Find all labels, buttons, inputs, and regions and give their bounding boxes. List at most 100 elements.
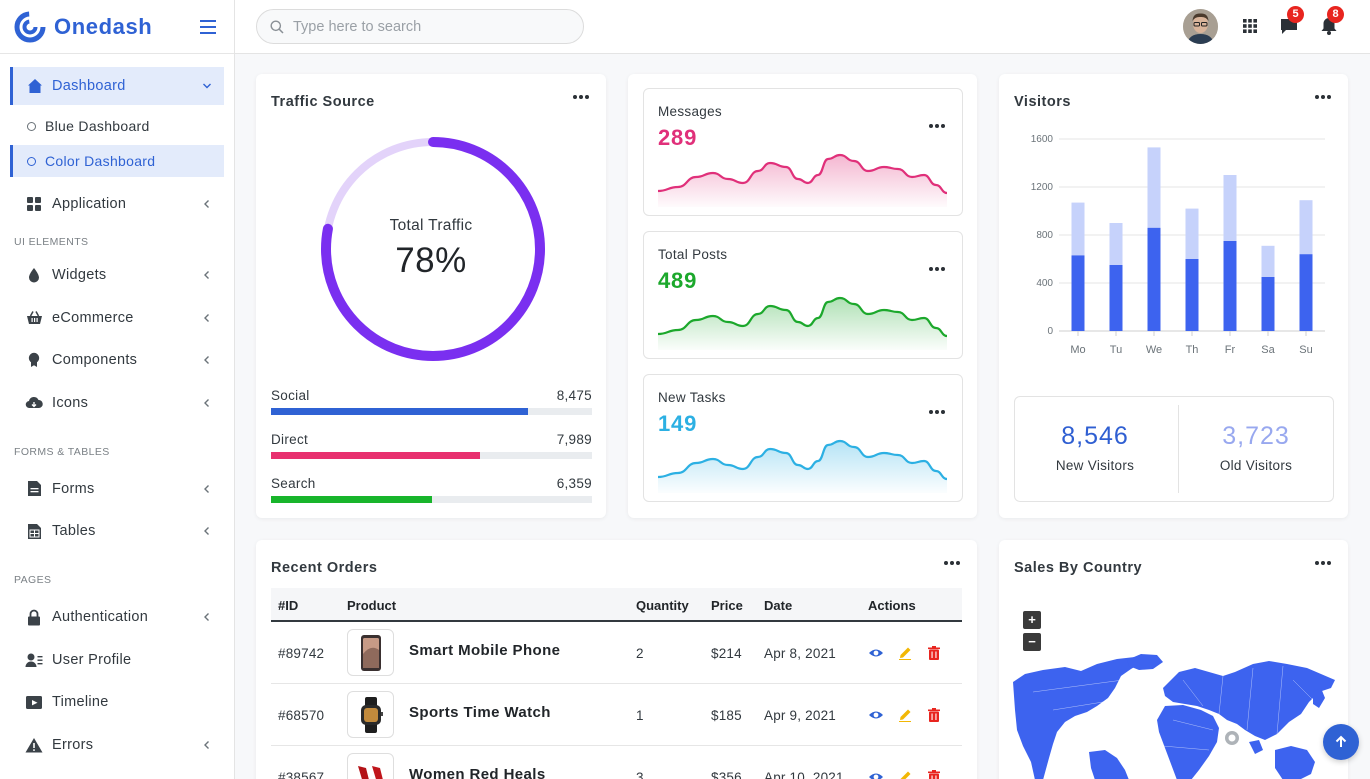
- order-quantity: 2: [636, 646, 644, 661]
- zoom-in-button[interactable]: +: [1023, 611, 1041, 629]
- sidebar-item-user-profile[interactable]: User Profile: [10, 641, 224, 679]
- sidebar-menu: Dashboard Blue Dashboard Color Dashboard…: [0, 54, 234, 764]
- progress-bar: [271, 496, 432, 503]
- menu-toggle-icon[interactable]: [198, 17, 218, 37]
- chevron-left-icon: [204, 740, 209, 749]
- x-tick-label: Tu: [1110, 344, 1122, 356]
- delete-icon[interactable]: [926, 645, 942, 661]
- section-title-forms-tables: FORMS & TABLES: [14, 445, 110, 458]
- search-box: [256, 9, 584, 44]
- product-name: Women Red Heals: [409, 766, 546, 779]
- sidebar-subitem-blue-dashboard[interactable]: Blue Dashboard: [10, 110, 224, 142]
- sparkline: [658, 153, 948, 207]
- sidebar-item-components[interactable]: Components: [10, 341, 224, 379]
- more-icon[interactable]: [928, 409, 946, 415]
- y-tick-label: 0: [1047, 326, 1053, 337]
- sparkline-line: [658, 296, 948, 338]
- sidebar-item-errors[interactable]: Errors: [10, 726, 224, 764]
- order-price: $356: [711, 770, 742, 779]
- sidebar-item-application[interactable]: Application: [10, 185, 224, 223]
- sidebar-item-label: Icons: [52, 394, 89, 411]
- sidebar-item-icons[interactable]: Icons: [10, 384, 224, 422]
- delete-icon[interactable]: [926, 769, 942, 779]
- y-tick-label: 400: [1036, 278, 1053, 289]
- x-tick-label: Mo: [1070, 344, 1085, 356]
- zoom-out-button[interactable]: −: [1023, 633, 1041, 651]
- source-direct: Direct 7,989: [271, 432, 592, 459]
- more-icon[interactable]: [1314, 560, 1332, 566]
- order-quantity: 1: [636, 708, 644, 723]
- order-id: #38567: [278, 770, 325, 779]
- apps-grid-icon[interactable]: [1240, 16, 1260, 36]
- card-title: Sales By Country: [1014, 560, 1143, 576]
- edit-icon[interactable]: [897, 769, 913, 779]
- sidebar-item-label: Authentication: [52, 609, 149, 625]
- bar-segment-base: [1185, 259, 1199, 331]
- stat-total-posts: Total Posts 489: [643, 231, 963, 359]
- table-row: #68570 Sports Time Watch 1 $185 Apr 9, 2…: [271, 684, 962, 746]
- avatar[interactable]: [1183, 9, 1218, 44]
- order-date: Apr 10, 2021: [764, 770, 844, 779]
- bar-segment-base: [1071, 255, 1085, 331]
- sidebar-item-timeline[interactable]: Timeline: [10, 683, 224, 721]
- more-icon[interactable]: [1314, 94, 1332, 100]
- sidebar-subitem-color-dashboard[interactable]: Color Dashboard: [10, 145, 224, 177]
- table-row: #89742 Smart Mobile Phone 2 $214 Apr 8, …: [271, 622, 962, 684]
- x-tick-label: Fr: [1225, 344, 1236, 356]
- sidebar-item-widgets[interactable]: Widgets: [10, 256, 224, 294]
- y-tick-label: 1600: [1031, 134, 1054, 145]
- sidebar-item-dashboard[interactable]: Dashboard: [10, 67, 224, 105]
- more-icon[interactable]: [928, 123, 946, 129]
- grid-icon: [25, 195, 43, 213]
- donut-label: Total Traffic: [389, 217, 473, 234]
- product-name: Sports Time Watch: [409, 704, 551, 721]
- scroll-top-button[interactable]: [1323, 724, 1359, 760]
- file-icon: [25, 480, 43, 498]
- view-icon[interactable]: [868, 645, 884, 661]
- old-visitors-label: Old Visitors: [1219, 458, 1293, 473]
- y-tick-label: 1200: [1031, 182, 1054, 193]
- bar-segment-base: [1299, 254, 1313, 331]
- world-map[interactable]: [1013, 650, 1335, 779]
- source-value: 8,475: [556, 388, 592, 403]
- new-visitors-value: 8,546: [1061, 422, 1129, 450]
- stat-label: Messages: [658, 104, 722, 119]
- sidebar: Onedash Dashboard Blue Dashboard Color D…: [0, 0, 235, 779]
- new-visitors-label: New Visitors: [1055, 458, 1135, 473]
- stat-label: Total Posts: [658, 247, 728, 262]
- delete-icon[interactable]: [926, 707, 942, 723]
- sidebar-item-tables[interactable]: Tables: [10, 512, 224, 550]
- col-product: Product: [347, 598, 397, 613]
- progress-track: [271, 496, 592, 503]
- more-icon[interactable]: [943, 560, 961, 566]
- chevron-left-icon: [204, 356, 209, 364]
- progress-track: [271, 452, 592, 459]
- sidebar-item-label: User Profile: [52, 651, 132, 668]
- circle-icon: [27, 121, 36, 131]
- source-label: Direct: [271, 432, 309, 447]
- sidebar-item-label: eCommerce: [52, 309, 134, 326]
- view-icon[interactable]: [868, 769, 884, 779]
- edit-icon[interactable]: [897, 707, 913, 723]
- stat-label: New Tasks: [658, 390, 726, 405]
- col-actions: Actions: [868, 598, 916, 613]
- sidebar-item-ecommerce[interactable]: eCommerce: [10, 299, 224, 337]
- search-input[interactable]: [293, 17, 563, 37]
- sidebar-item-forms[interactable]: Forms: [10, 470, 224, 508]
- progress-bar: [271, 452, 480, 459]
- y-tick-label: 800: [1036, 230, 1053, 241]
- sidebar-item-label: Forms: [52, 480, 95, 497]
- sparkline-line: [658, 439, 948, 481]
- x-tick-label: Th: [1186, 344, 1199, 356]
- bar-segment-base: [1261, 277, 1275, 331]
- sparkline: [658, 439, 948, 493]
- more-icon[interactable]: [572, 94, 590, 100]
- sidebar-item-authentication[interactable]: Authentication: [10, 598, 224, 636]
- orders-table-header: #ID Product Quantity Price Date Actions: [271, 588, 962, 622]
- stat-new-tasks: New Tasks 149: [643, 374, 963, 502]
- sales-by-country-card: Sales By Country + −: [999, 540, 1348, 779]
- view-icon[interactable]: [868, 707, 884, 723]
- edit-icon[interactable]: [897, 645, 913, 661]
- more-icon[interactable]: [928, 266, 946, 272]
- sparkline-line: [658, 153, 948, 195]
